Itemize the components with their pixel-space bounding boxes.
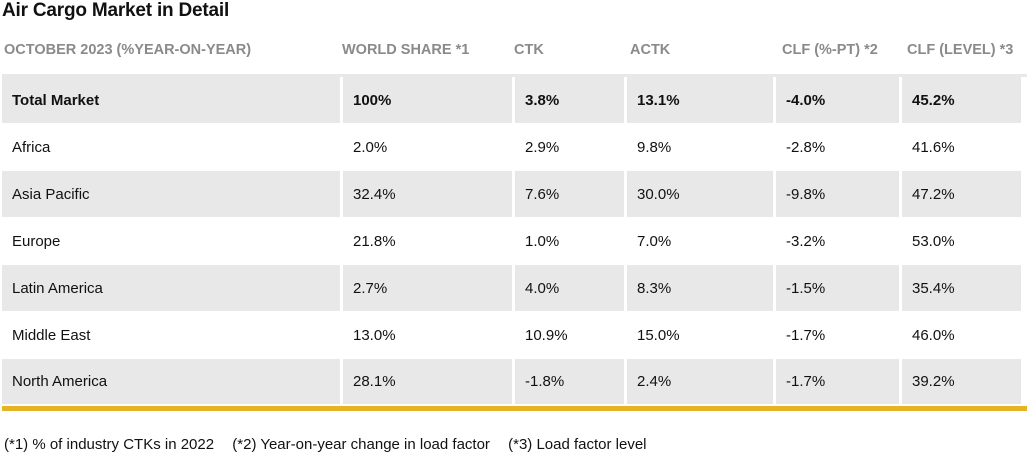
header-world-share: WORLD SHARE *1	[342, 42, 470, 58]
world-share-cell: 21.8%	[353, 232, 396, 250]
ctk-cell: 7.6%	[515, 171, 624, 217]
ctk-cell: 10.9%	[525, 326, 568, 344]
actk-cell: 8.3%	[627, 265, 773, 311]
clf-level-cell: 45.2%	[902, 77, 1021, 123]
table-row: Europe 21.8% 1.0% 7.0% -3.2% 53.0%	[2, 218, 1027, 264]
header-ctk: CTK	[514, 42, 544, 58]
world-share-cell: 100%	[343, 77, 512, 123]
clf-pt-cell: -9.8%	[776, 171, 899, 217]
actk-cell: 30.0%	[627, 171, 773, 217]
table-title: Air Cargo Market in Detail	[2, 0, 230, 21]
table-row: Africa 2.0% 2.9% 9.8% -2.8% 41.6%	[2, 124, 1027, 170]
clf-pt-cell: -2.8%	[786, 138, 826, 156]
region-cell: North America	[2, 359, 340, 404]
footnotes: (*1) % of industry CTKs in 2022 (*2) Yea…	[4, 436, 661, 453]
footnote-3: (*3) Load factor level	[508, 436, 647, 453]
region-cell: Latin America	[2, 265, 340, 311]
ctk-cell: 3.8%	[515, 77, 624, 123]
table-header: OCTOBER 2023 (%YEAR-ON-YEAR) WORLD SHARE…	[2, 38, 1027, 62]
region-cell: Total Market	[2, 77, 340, 123]
region-cell: Middle East	[12, 326, 91, 344]
table-row: North America 28.1% -1.8% 2.4% -1.7% 39.…	[2, 359, 1027, 404]
header-clf-pt: CLF (%-PT) *2	[782, 42, 878, 58]
footnote-2: (*2) Year-on-year change in load factor	[232, 436, 490, 453]
world-share-cell: 2.7%	[343, 265, 512, 311]
ctk-cell: 4.0%	[515, 265, 624, 311]
header-actk: ACTK	[630, 42, 671, 58]
table-row: Latin America 2.7% 4.0% 8.3% -1.5% 35.4%	[2, 265, 1027, 311]
clf-level-cell: 53.0%	[912, 232, 955, 250]
ctk-cell: -1.8%	[515, 359, 624, 404]
actk-cell: 7.0%	[637, 232, 672, 250]
air-cargo-table: OCTOBER 2023 (%YEAR-ON-YEAR) WORLD SHARE…	[2, 38, 1027, 411]
clf-level-cell: 35.4%	[902, 265, 1021, 311]
clf-level-cell: 39.2%	[902, 359, 1021, 404]
clf-pt-cell: -1.5%	[776, 265, 899, 311]
clf-level-cell: 47.2%	[902, 171, 1021, 217]
header-clf-level: CLF (LEVEL) *3	[907, 42, 1014, 58]
clf-level-cell: 41.6%	[912, 138, 955, 156]
clf-pt-cell: -1.7%	[786, 326, 826, 344]
world-share-cell: 28.1%	[343, 359, 512, 404]
region-cell: Africa	[12, 138, 51, 156]
header-period: OCTOBER 2023 (%YEAR-ON-YEAR)	[4, 42, 252, 58]
table-row: Total Market 100% 3.8% 13.1% -4.0% 45.2%	[2, 77, 1027, 123]
actk-cell: 9.8%	[637, 138, 672, 156]
clf-pt-cell: -4.0%	[776, 77, 899, 123]
table-body: Total Market 100% 3.8% 13.1% -4.0% 45.2%…	[2, 74, 1027, 404]
actk-cell: 13.1%	[627, 77, 773, 123]
actk-cell: 2.4%	[627, 359, 773, 404]
clf-pt-cell: -3.2%	[786, 232, 826, 250]
clf-level-cell: 46.0%	[912, 326, 955, 344]
region-cell: Asia Pacific	[2, 171, 340, 217]
accent-rule	[2, 406, 1027, 411]
clf-pt-cell: -1.7%	[776, 359, 899, 404]
world-share-cell: 2.0%	[353, 138, 388, 156]
ctk-cell: 2.9%	[525, 138, 560, 156]
world-share-cell: 13.0%	[353, 326, 396, 344]
actk-cell: 15.0%	[637, 326, 680, 344]
region-cell: Europe	[12, 232, 61, 250]
table-row: Asia Pacific 32.4% 7.6% 30.0% -9.8% 47.2…	[2, 171, 1027, 217]
footnote-1: (*1) % of industry CTKs in 2022	[4, 436, 215, 453]
ctk-cell: 1.0%	[525, 232, 560, 250]
world-share-cell: 32.4%	[343, 171, 512, 217]
table-row: Middle East 13.0% 10.9% 15.0% -1.7% 46.0…	[2, 312, 1027, 358]
